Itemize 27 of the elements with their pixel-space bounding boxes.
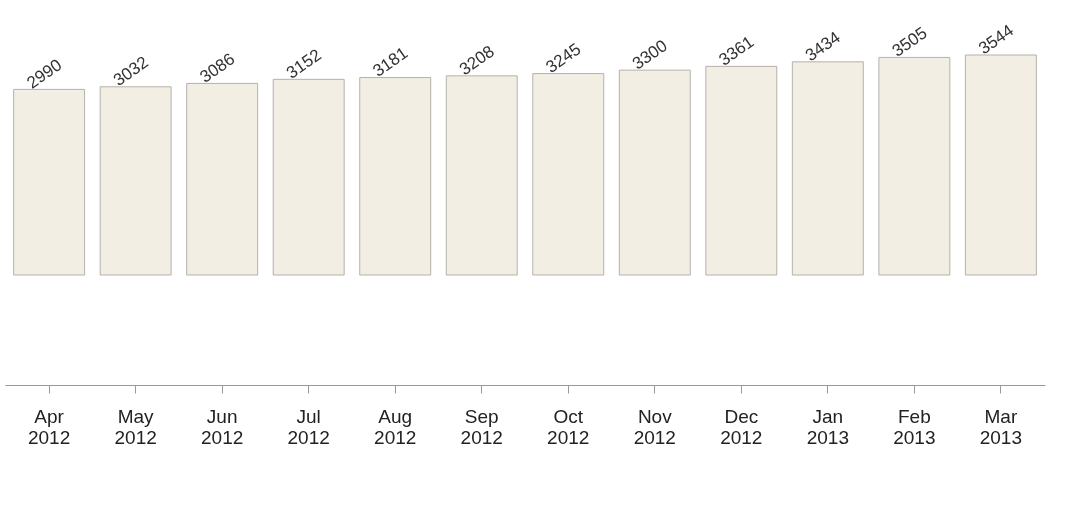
bar xyxy=(705,65,778,276)
data-label: 3181 xyxy=(369,43,412,81)
bar xyxy=(445,75,518,276)
x-tick-label: Apr 2012 xyxy=(27,405,71,448)
x-tick-label: Mar 2013 xyxy=(979,405,1023,448)
bar xyxy=(99,86,172,276)
bar xyxy=(791,61,864,276)
bar xyxy=(532,73,605,276)
x-tick-label: Jan 2013 xyxy=(806,405,849,448)
bar xyxy=(272,78,345,276)
bar xyxy=(618,69,691,276)
x-tick-label: Jun 2012 xyxy=(201,405,244,448)
x-tick-label: May 2012 xyxy=(114,405,157,448)
x-tick-label: Dec 2012 xyxy=(720,405,763,448)
bar xyxy=(186,82,259,276)
x-tick-label: Jul 2012 xyxy=(287,405,330,448)
x-tick-label: Oct 2012 xyxy=(547,405,590,448)
bar xyxy=(878,56,951,276)
bar xyxy=(359,77,432,276)
bar xyxy=(13,88,86,276)
data-label: 3361 xyxy=(715,32,758,70)
bar xyxy=(964,54,1037,276)
x-tick-label: Feb 2013 xyxy=(893,405,936,448)
x-tick-label: Nov 2012 xyxy=(633,405,676,448)
data-label: 3032 xyxy=(109,52,152,90)
x-tick-label: Aug 2012 xyxy=(374,405,417,448)
x-tick-label: Sep 2012 xyxy=(460,405,503,448)
